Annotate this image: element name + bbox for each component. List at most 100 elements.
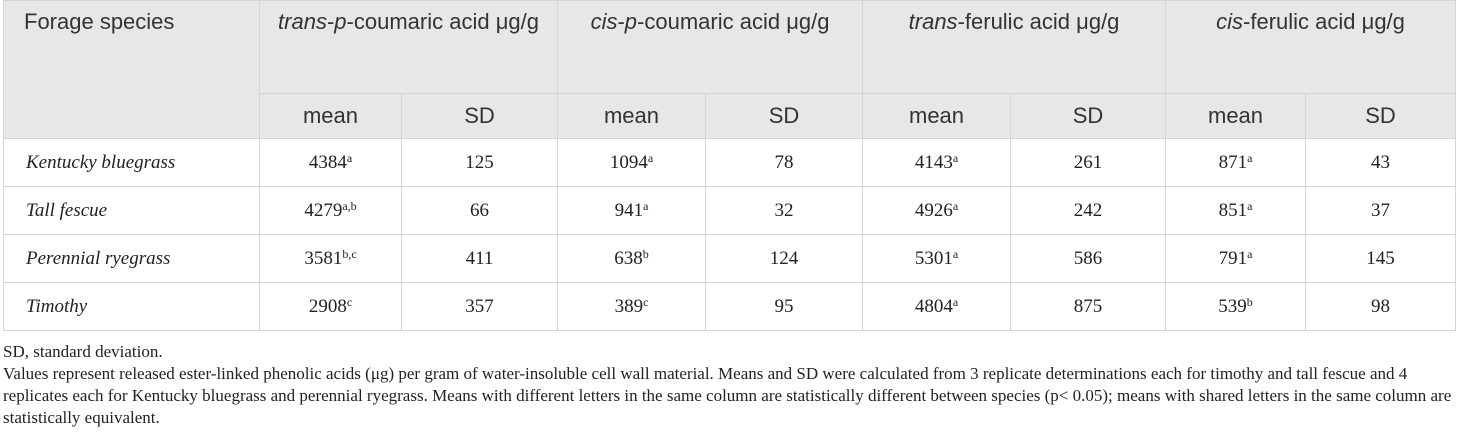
sd-cell: 78 <box>705 138 864 187</box>
table-body: Kentucky bluegrass 4384a 125 1094a 78 4143a 26… <box>3 138 1457 331</box>
mean-value: 4926 <box>914 199 953 221</box>
mean-cell: 941a <box>557 186 707 235</box>
header-text: p <box>334 9 347 34</box>
mean-cell: 4804a <box>862 282 1012 331</box>
header-text: cis <box>1216 9 1244 34</box>
sd-cell: 125 <box>400 138 559 187</box>
species-cell: Tall fescue <box>3 186 260 235</box>
species-cell: Timothy <box>3 282 260 331</box>
sd-cell: 145 <box>1305 234 1457 283</box>
data-row: Tall fescue 4279a,b 66 941a 32 4926a 242 851a 37 <box>3 186 1457 235</box>
mean-cell: 851a <box>1165 186 1307 235</box>
footnote: SD, standard deviation. <box>3 342 163 361</box>
mean-value: 2908 <box>308 295 347 317</box>
subheader-cell: SD <box>1305 93 1457 139</box>
mean-cell: 638b <box>557 234 707 283</box>
mean-cell: 4143a <box>862 138 1012 187</box>
header-text: -ferulic acid μg/g <box>1243 9 1405 34</box>
significance-letters: a <box>952 150 959 165</box>
significance-letters: a <box>647 150 654 165</box>
subheader-cell: SD <box>1010 93 1167 139</box>
header-text: - <box>326 9 335 34</box>
mean-value: 1094 <box>609 151 648 173</box>
mean-cell: 389c <box>557 282 707 331</box>
significance-letters: a <box>1247 198 1253 213</box>
mean-value: 851 <box>1218 199 1248 221</box>
data-table: Forage species trans-p-coumaric acid μg/… <box>3 0 1457 331</box>
species-cell: Perennial ryegrass <box>3 234 260 283</box>
mean-value: 4143 <box>914 151 953 173</box>
header-text: trans <box>908 9 958 34</box>
mean-cell: 871a <box>1165 138 1307 187</box>
mean-value: 791 <box>1218 247 1248 269</box>
sd-cell: 37 <box>1305 186 1457 235</box>
data-row: Timothy 2908c 357 389c 95 4804a 875 539b 98 <box>3 282 1457 331</box>
mean-value: 4804 <box>914 295 953 317</box>
mean-cell: 2908c <box>259 282 402 331</box>
significance-letters: b <box>642 246 649 261</box>
mean-value: 389 <box>614 295 644 317</box>
group-header: trans-ferulic acid μg/g <box>862 0 1167 94</box>
significance-letters: a <box>346 150 353 165</box>
mean-value: 5301 <box>914 247 953 269</box>
group-header: trans-p-coumaric acid μg/g <box>258 0 559 94</box>
significance-letters: c <box>643 294 649 309</box>
data-row: Kentucky bluegrass 4384a 125 1094a 78 4143a 26… <box>3 138 1457 187</box>
significance-letters: b <box>1246 294 1253 309</box>
group-header: cis-p-coumaric acid μg/g <box>557 0 864 94</box>
sd-cell: 411 <box>400 234 559 283</box>
header-cell: Forage species <box>3 0 260 139</box>
mean-value: 638 <box>614 247 643 269</box>
mean-cell: 4279a,b <box>259 186 402 235</box>
subheader-cell: mean <box>557 93 707 139</box>
significance-letters: c <box>346 294 353 309</box>
mean-cell: 539b <box>1165 282 1307 331</box>
mean-value: 4279 <box>304 199 343 221</box>
significance-letters: a <box>1247 150 1253 165</box>
header-text: p <box>624 9 638 34</box>
mean-value: 871 <box>1218 151 1248 173</box>
species-cell: Kentucky bluegrass <box>3 138 260 187</box>
footnote: Values represent released ester-linked p… <box>3 364 1452 427</box>
table-figure: Forage species trans-p-coumaric acid μg/… <box>3 0 1457 427</box>
mean-cell: 4926a <box>862 186 1012 235</box>
significance-letters: a <box>952 246 959 261</box>
subheader-cell: SD <box>705 93 864 139</box>
header-text: -ferulic acid μg/g <box>957 9 1120 34</box>
sd-cell: 242 <box>1010 186 1167 235</box>
subheader-cell: mean <box>1165 93 1307 139</box>
data-row: Perennial ryegrass 3581b,c 411 638b 124 5301a… <box>3 234 1457 283</box>
sd-cell: 261 <box>1010 138 1167 187</box>
header-text: -coumaric acid μg/g <box>346 9 539 34</box>
sd-cell: 875 <box>1010 282 1167 331</box>
header-row: Forage species trans-p-coumaric acid μg/… <box>3 0 1457 139</box>
significance-letters: b,c <box>342 246 357 261</box>
sd-cell: 43 <box>1305 138 1457 187</box>
significance-letters: a <box>1247 246 1253 261</box>
sd-cell: 95 <box>705 282 864 331</box>
header-text: cis <box>590 9 618 34</box>
significance-letters: a,b <box>342 198 357 213</box>
sd-cell: 66 <box>400 186 559 235</box>
sd-cell: 357 <box>400 282 559 331</box>
mean-cell: 3581b,c <box>259 234 402 283</box>
mean-value: 4384 <box>308 151 347 173</box>
mean-value: 539 <box>1218 295 1247 317</box>
mean-cell: 1094a <box>557 138 707 187</box>
subheader-row: mean SD mean SD mean SD mean SD <box>4 93 1457 139</box>
mean-value: 3581 <box>304 247 343 269</box>
table-header: Forage species trans-p-coumaric acid μg/… <box>3 0 1457 139</box>
sd-cell: 124 <box>705 234 864 283</box>
header-text: -coumaric acid μg/g <box>637 9 830 34</box>
sd-cell: 98 <box>1305 282 1457 331</box>
significance-letters: a <box>952 294 959 309</box>
mean-cell: 791a <box>1165 234 1307 283</box>
header-text: trans <box>278 9 327 34</box>
sd-cell: 32 <box>705 186 864 235</box>
subheader-cell: SD <box>400 93 559 139</box>
subheader-cell: mean <box>862 93 1012 139</box>
header-text: - <box>617 9 625 34</box>
significance-letters: a <box>643 198 649 213</box>
significance-letters: a <box>952 198 959 213</box>
